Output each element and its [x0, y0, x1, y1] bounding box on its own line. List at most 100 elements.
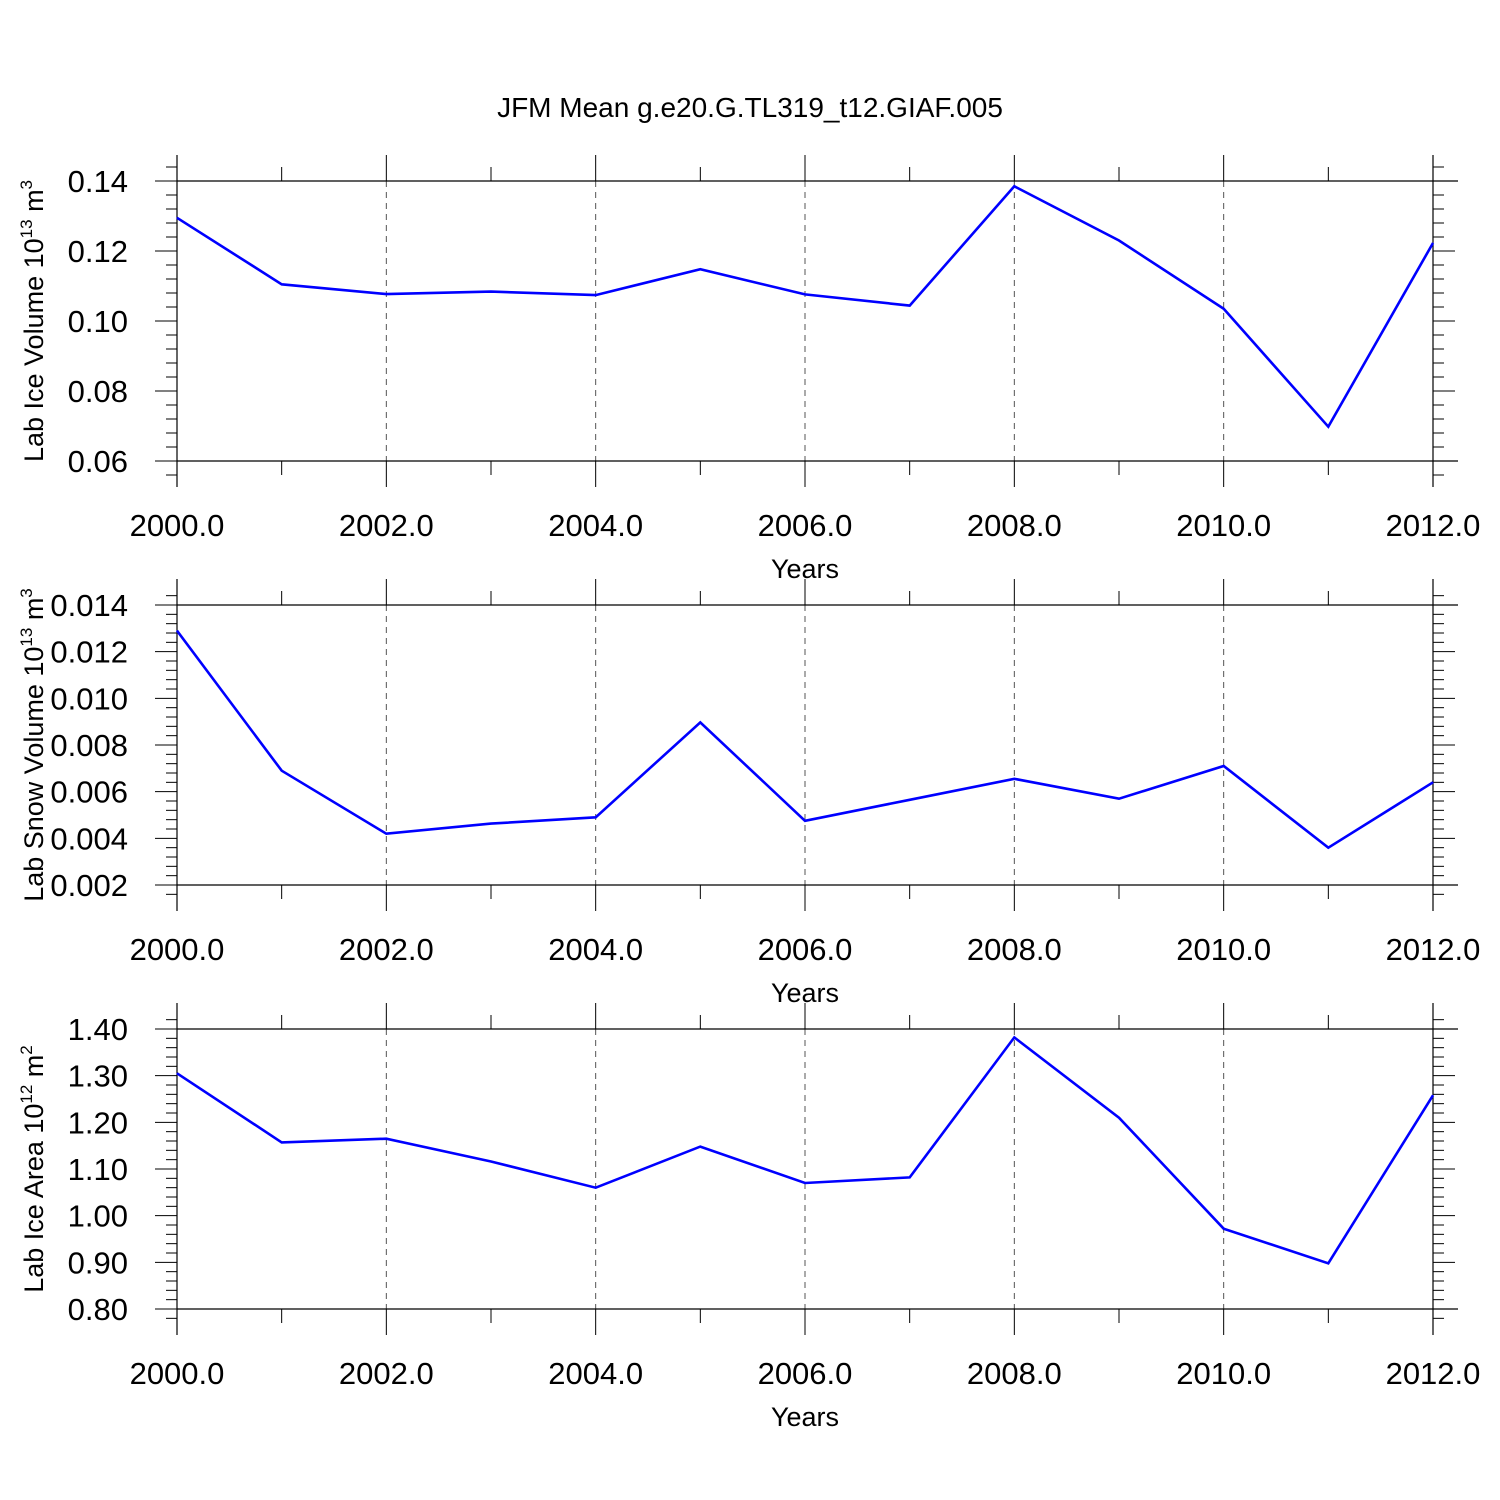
data-point: [595, 294, 597, 296]
x-tick-label: 2002.0: [339, 508, 434, 543]
data-point: [1432, 1094, 1434, 1096]
data-point: [595, 816, 597, 818]
data-point: [699, 1146, 701, 1148]
data-point: [1013, 185, 1015, 187]
y-tick-label: 0.14: [68, 164, 128, 199]
y-tick-label: 0.80: [68, 1292, 128, 1327]
data-point: [909, 1176, 911, 1178]
y-tick-label: 1.10: [68, 1152, 128, 1187]
y-tick-label: 0.12: [68, 234, 128, 269]
data-point: [1223, 308, 1225, 310]
y-axis-title: Lab Snow Volume 1013 m3: [17, 588, 49, 902]
x-tick-label: 2010.0: [1176, 932, 1271, 967]
data-point: [385, 1138, 387, 1140]
data-point: [1327, 1262, 1329, 1264]
data-point: [281, 770, 283, 772]
x-tick-label: 2000.0: [130, 932, 225, 967]
data-point: [1118, 240, 1120, 241]
y-axis-title-superscript: 13: [17, 219, 36, 238]
y-tick-label: 1.30: [68, 1059, 128, 1094]
y-tick-label: 0.006: [50, 775, 128, 810]
y-axis-title: Lab Ice Area 1012 m2: [17, 1045, 49, 1293]
data-point: [1223, 765, 1225, 767]
x-tick-label: 2006.0: [758, 932, 853, 967]
data-point: [1327, 847, 1329, 849]
data-point: [804, 1182, 806, 1184]
data-point: [490, 1161, 492, 1163]
y-axis-title-part: Lab Ice Area 10: [19, 1104, 49, 1293]
chart-panel-2: 0.002 0.004 0.006 0.008 0.010 0.012 0.014 2000.…: [17, 579, 1480, 1008]
y-axis-title-part: Lab Snow Volume 10: [19, 647, 49, 902]
y-axis-title: Lab Ice Volume 1013 m3: [17, 180, 49, 462]
chart-panel-3: 0.80 0.90 1.00 1.10 1.20 1.30 1.40 2000.0 2002.0…: [17, 1003, 1480, 1432]
data-point: [281, 1141, 283, 1143]
y-tick-label: 0.008: [50, 728, 128, 763]
data-point: [385, 293, 387, 295]
y-tick-label: 0.06: [68, 444, 128, 479]
data-point: [281, 283, 283, 285]
data-point: [176, 217, 178, 219]
data-point: [385, 833, 387, 835]
data-point: [699, 721, 701, 723]
y-axis-title-superscript: 2: [17, 1045, 36, 1054]
data-point: [1223, 1228, 1225, 1230]
data-point: [1013, 1036, 1015, 1038]
y-tick-label: 1.40: [68, 1012, 128, 1047]
x-tick-label: 2004.0: [548, 508, 643, 543]
y-axis-title-superscript: 12: [17, 1085, 36, 1104]
y-tick-label: 0.010: [50, 681, 128, 716]
data-point: [176, 1072, 178, 1074]
data-point: [909, 305, 911, 307]
data-point: [1118, 1117, 1120, 1119]
x-tick-label: 2000.0: [130, 1356, 225, 1391]
x-tick-label: 2010.0: [1176, 508, 1271, 543]
x-tick-label: 2012.0: [1386, 932, 1481, 967]
x-tick-label: 2006.0: [758, 1356, 853, 1391]
x-tick-label: 2002.0: [339, 1356, 434, 1391]
data-point: [490, 823, 492, 825]
data-point: [804, 293, 806, 295]
y-axis-title-superscript: 3: [17, 180, 36, 189]
data-point: [1432, 781, 1434, 783]
x-tick-label: 2004.0: [548, 932, 643, 967]
y-axis-title-part: m: [19, 189, 49, 219]
x-tick-label: 2012.0: [1386, 1356, 1481, 1391]
chart-panel-1: 0.06 0.08 0.10 0.12 0.14 2000.0 2002.0 2004.0 20…: [17, 155, 1480, 584]
data-point: [176, 630, 178, 632]
y-tick-label: 0.004: [50, 821, 128, 856]
data-point: [1118, 798, 1120, 800]
y-tick-label: 0.08: [68, 374, 128, 409]
y-axis-title-superscript: 3: [17, 588, 36, 597]
y-axis-title-part: Lab Ice Volume 10: [19, 238, 49, 462]
y-tick-label: 0.90: [68, 1245, 128, 1280]
x-tick-label: 2006.0: [758, 508, 853, 543]
data-point: [490, 291, 492, 293]
data-point: [1432, 242, 1434, 244]
y-tick-label: 1.00: [68, 1199, 128, 1234]
y-tick-label: 0.014: [50, 588, 128, 623]
y-tick-label: 0.10: [68, 304, 128, 339]
data-point: [1013, 778, 1015, 780]
x-tick-label: 2008.0: [967, 1356, 1062, 1391]
x-tick-label: 2008.0: [967, 508, 1062, 543]
data-point: [699, 268, 701, 270]
data-point: [909, 799, 911, 801]
x-tick-label: 2008.0: [967, 932, 1062, 967]
y-tick-label: 0.002: [50, 868, 128, 903]
y-tick-label: 1.20: [68, 1105, 128, 1140]
data-point: [804, 820, 806, 822]
y-axis-title-superscript: 13: [17, 628, 36, 647]
data-point: [1327, 426, 1329, 428]
x-tick-label: 2002.0: [339, 932, 434, 967]
x-tick-label: 2010.0: [1176, 1356, 1271, 1391]
data-point: [595, 1187, 597, 1189]
x-tick-label: 2000.0: [130, 508, 225, 543]
y-axis-title-part: m: [19, 1055, 49, 1085]
figure-title: JFM Mean g.e20.G.TL319_t12.GIAF.005: [497, 92, 1003, 123]
y-axis-title-part: m: [19, 598, 49, 628]
x-tick-label: 2012.0: [1386, 508, 1481, 543]
x-tick-label: 2004.0: [548, 1356, 643, 1391]
y-tick-label: 0.012: [50, 635, 128, 670]
